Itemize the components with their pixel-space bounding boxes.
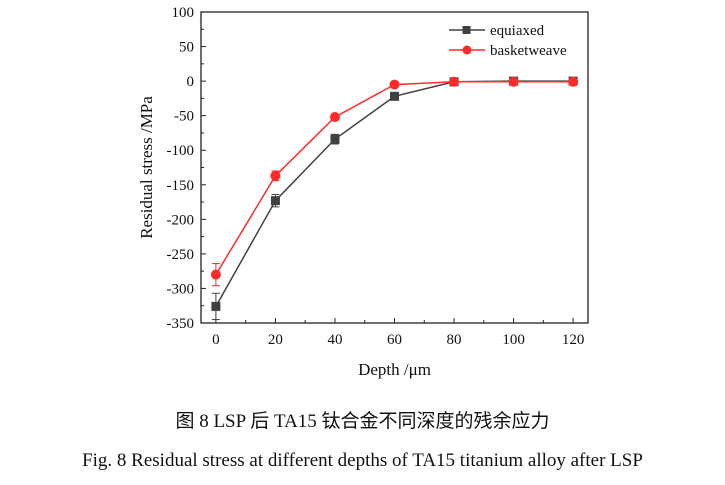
y-tick-label: 0 [187,74,195,90]
x-tick-label: 100 [502,332,525,348]
data-point-basketweave [329,112,340,123]
y-tick-label: -100 [167,143,195,159]
y-tick-label: 100 [172,5,195,21]
data-point-basketweave [210,269,221,280]
y-tick-label: 50 [179,40,194,56]
residual-stress-chart: 0 20 40 60 80 100 120 100 50 0 -50 -100 -150 -200 -250… [137,5,589,379]
x-tick-label: 60 [387,332,402,348]
series-line-basketweave [215,81,574,276]
y-tick-label: -300 [167,281,195,297]
data-point-basketweave [449,76,460,87]
data-point-equiaxed [330,134,340,144]
data-point-basketweave [568,76,579,87]
x-tick-label: 0 [212,332,220,348]
y-tick-label: -150 [167,178,195,194]
x-tick-label: 120 [562,332,585,348]
data-point-basketweave [389,79,400,90]
x-tick-label: 40 [327,332,342,348]
figure-caption-chinese: 图 8 LSP 后 TA15 钛合金不同深度的残余应力 [175,411,550,432]
x-tick-label: 20 [268,332,283,348]
data-point-basketweave [508,76,519,87]
legend-label-equiaxed: equiaxed [490,23,545,39]
legend-marker-basketweave [462,45,472,55]
y-tick-label: -250 [167,247,195,263]
data-point-basketweave [270,170,281,181]
data-point-equiaxed [270,196,280,206]
series-line-equiaxed [215,80,574,307]
data-point-equiaxed [390,91,399,101]
figure-caption-english: Fig. 8 Residual stress at different dept… [82,450,643,471]
y-tick-label: -350 [167,316,195,332]
y-tick-label: -200 [167,212,195,228]
legend-marker-equiaxed [462,26,471,34]
x-tick-label: 80 [447,332,462,348]
y-tick-label: -50 [174,109,194,125]
y-axis-label: Residual stress /MPa [137,96,156,239]
x-axis-label: Depth /μm [358,360,431,379]
legend-label-basketweave: basketweave [490,43,567,59]
data-point-equiaxed [211,301,221,311]
